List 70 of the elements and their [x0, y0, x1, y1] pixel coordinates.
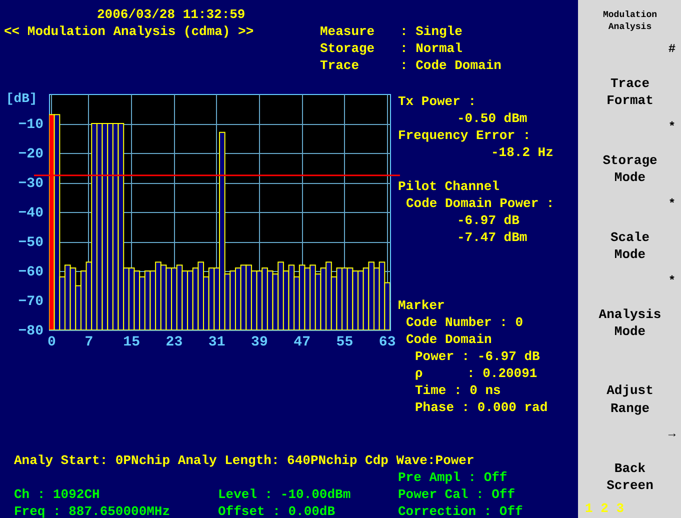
text: * — [668, 197, 676, 211]
text: Phase : 0.000 rad — [415, 400, 548, 415]
text: : Code Domain — [400, 58, 502, 73]
text: : Normal — [400, 41, 463, 56]
text: Analysis — [608, 22, 652, 32]
text: Screen — [606, 478, 654, 493]
text: -18.2 Hz — [491, 145, 554, 160]
y-tick-label: −60 — [18, 264, 44, 280]
text: Trace — [610, 76, 650, 91]
text: -0.50 dBm — [457, 111, 528, 126]
text: Power : -6.97 dB — [415, 349, 540, 364]
text: → — [668, 427, 676, 441]
text: Ch : 1092CH — [14, 487, 100, 502]
text: Back — [614, 461, 646, 476]
text: Analysis — [598, 307, 662, 322]
x-tick-label: 7 — [84, 334, 94, 350]
x-tick-label: 0 — [47, 334, 56, 350]
text: Code Domain — [406, 332, 492, 347]
text: Storage — [602, 153, 658, 168]
text: Storage — [320, 41, 375, 56]
text: Format — [606, 93, 654, 108]
text: Analy Start: 0PNchip Analy Length: 640PNchip Cdp Wave:Power — [14, 453, 474, 468]
y-tick-label: −30 — [18, 176, 44, 192]
text: Mode — [614, 170, 646, 185]
text: Modulation — [602, 10, 658, 20]
y-tick-label: −40 — [18, 206, 44, 222]
x-tick-label: 15 — [123, 334, 140, 350]
x-tick-label: 39 — [251, 334, 268, 350]
x-tick-label: 47 — [294, 334, 310, 350]
y-tick-label: −80 — [18, 324, 44, 340]
text: Measure — [320, 24, 375, 39]
text: Pilot Channel — [398, 179, 500, 194]
text: Code Number : 0 — [406, 315, 524, 330]
y-tick-label: −20 — [18, 146, 44, 162]
chart-title: << Modulation Analysis (cdma) >> — [4, 24, 254, 39]
text: Code Domain Power : — [406, 196, 554, 211]
text: Mode — [614, 324, 646, 339]
y-tick-label: −50 — [18, 235, 44, 251]
text: Offset : 0.00dB — [218, 504, 336, 518]
text: * — [668, 120, 676, 134]
text: Freq : 887.650000MHz — [14, 504, 170, 518]
text: Correction : Off — [398, 504, 524, 518]
x-tick-label: 63 — [378, 334, 396, 350]
text: 1 2 3 — [585, 501, 624, 516]
text: Tx Power : — [398, 94, 476, 109]
text: Range — [610, 401, 650, 416]
y-axis-title: [dB] — [6, 91, 38, 106]
text: -7.47 dBm — [457, 230, 528, 245]
text: # — [668, 42, 676, 56]
text: : 0.20091 — [467, 366, 538, 381]
text: Trace — [320, 58, 360, 73]
text: Pre Ampl : Off — [398, 470, 508, 485]
y-tick-label: −10 — [18, 117, 44, 133]
text: Time : 0 ns — [415, 383, 502, 398]
text: : Single — [400, 24, 463, 39]
text: ρ — [415, 366, 423, 381]
text: Scale — [610, 230, 650, 245]
x-tick-label: 31 — [208, 334, 226, 350]
text: Frequency Error : — [398, 128, 531, 143]
x-tick-label: 55 — [336, 334, 354, 350]
x-tick-label: 23 — [166, 334, 183, 350]
text: -6.97 dB — [457, 213, 520, 228]
text: * — [668, 274, 676, 288]
y-tick-label: −70 — [18, 294, 44, 310]
text: Mode — [614, 247, 646, 262]
text: 2006/03/28 11:32:59 — [97, 7, 246, 22]
text: Marker — [398, 298, 445, 313]
text: Adjust — [606, 383, 654, 398]
text: Power Cal : Off — [398, 487, 516, 502]
text: Level : -10.00dBm — [218, 487, 351, 502]
